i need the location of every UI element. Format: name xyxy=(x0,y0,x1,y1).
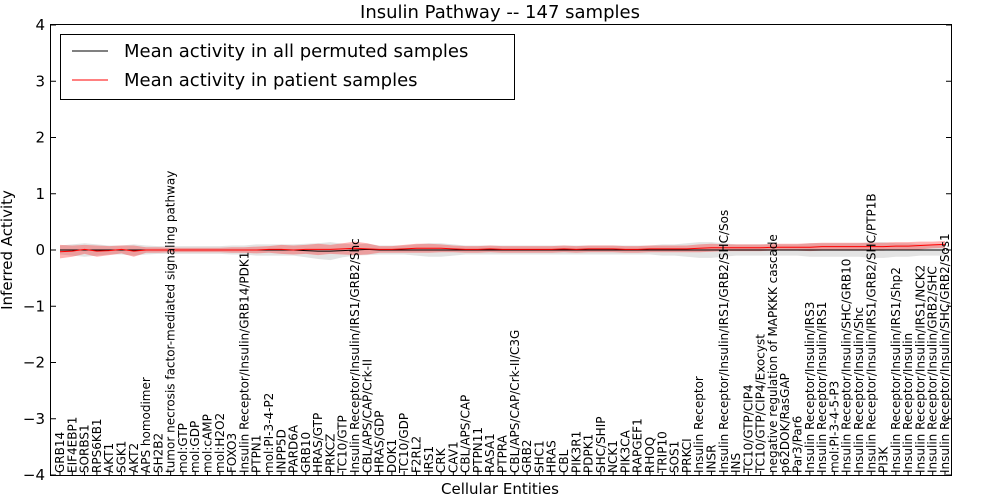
y-axis-label: Inferred Activity xyxy=(0,190,16,310)
series-lines xyxy=(59,243,946,253)
category-label: Insulin Receptor/Insulin/IRS3 xyxy=(803,302,817,473)
category-label: AKT1 xyxy=(102,443,116,473)
y-tick-label: −4 xyxy=(23,466,45,484)
category-label: TC10/GTP/CIP4/Exocyst xyxy=(754,334,768,474)
category-label: PIK3R1 xyxy=(569,431,583,473)
category-label: IRS1 xyxy=(422,446,436,473)
category-label: RPS6KB1 xyxy=(90,418,104,473)
category-label: SHC/SHIP xyxy=(594,417,608,473)
category-label: CAV1 xyxy=(446,441,460,473)
y-tick-label: −1 xyxy=(23,297,45,315)
legend-label-permuted: Mean activity in all permuted samples xyxy=(124,41,468,62)
category-label: Insulin Receptor/Insulin/SHC/GRB2/Sos1 xyxy=(938,233,952,473)
category-label: TC10/GTP xyxy=(336,415,350,474)
category-label: INPP5D xyxy=(274,429,288,473)
category-label: tumor necrosis factor-mediated signaling… xyxy=(164,171,178,473)
category-label: SH2B2 xyxy=(151,433,165,473)
category-label: SOS1 xyxy=(668,441,682,473)
category-label: mol:GTP xyxy=(176,423,190,473)
category-label: mol:GDP xyxy=(188,421,202,473)
category-label: negative regulation of MAPKKK cascade xyxy=(766,234,780,473)
category-label: CBL xyxy=(557,449,571,473)
category-label: SHC1 xyxy=(532,440,546,473)
category-label: APS homodimer xyxy=(139,377,153,473)
y-axis: 4 3 2 1 0 −1 −2 −3 −4 xyxy=(23,16,951,484)
category-label: TRIP10 xyxy=(655,431,669,474)
category-label: GRB2 xyxy=(520,439,534,473)
category-label: Insulin Receptor/Insulin/IRS1/Shp2 xyxy=(889,267,903,473)
category-label: TC10/GDP xyxy=(397,413,411,474)
category-label: PARD6A xyxy=(287,424,301,473)
category-label: PIK3CA xyxy=(618,429,632,473)
category-label: PTPRA xyxy=(496,434,510,473)
category-label: PTPN11 xyxy=(471,427,485,473)
y-tick-label: 1 xyxy=(35,185,45,203)
category-label: NCK1 xyxy=(606,440,620,473)
category-label: GRB10 xyxy=(299,432,313,473)
category-label: PTPN1 xyxy=(250,435,264,473)
category-label: PRKCI xyxy=(680,438,694,473)
y-tick-label: 3 xyxy=(35,72,45,90)
category-label: F2RL2 xyxy=(410,436,424,473)
category-label: mol:H2O2 xyxy=(213,413,227,473)
chart-title: Insulin Pathway -- 147 samples xyxy=(360,2,640,23)
y-tick-label: −2 xyxy=(23,354,45,372)
category-label: EIF4EBP1 xyxy=(65,417,79,473)
category-label: Insulin Receptor/Insulin/SHC/GRB10 xyxy=(840,259,854,473)
category-label: Insulin Receptor/Insulin/GRB2/SHC xyxy=(926,266,940,473)
category-label: Insulin Receptor/Insulin/Shc xyxy=(852,307,866,473)
category-label: PI3K xyxy=(877,446,891,473)
plot-frame xyxy=(50,24,952,476)
category-label: CRK xyxy=(434,447,448,473)
category-label: Insulin Receptor xyxy=(692,376,706,473)
category-label: Insulin Receptor/Insulin xyxy=(901,333,915,473)
category-label: Par3/Par6 xyxy=(791,416,805,473)
category-label: Insulin Receptor/Insulin/IRS1/GRB2/SHC/P… xyxy=(864,193,878,473)
category-labels: GRB14EIF4EBP1SORBS1RPS6KB1AKT1SGK1AKT2AP… xyxy=(53,171,952,475)
category-label: INS xyxy=(729,453,743,473)
category-label: CBL/APS/CAP xyxy=(459,395,473,473)
category-label: GRB14 xyxy=(53,432,67,473)
y-tick-label: 4 xyxy=(35,16,45,34)
category-label: mol:PI-3-4-5-P3 xyxy=(827,381,841,473)
legend: Mean activity in all permuted samples Me… xyxy=(60,34,515,100)
x-axis-label: Cellular Entities xyxy=(441,480,559,498)
category-label: SORBS1 xyxy=(78,424,92,473)
legend-label-patient: Mean activity in patient samples xyxy=(124,70,418,91)
category-label: DOK1 xyxy=(385,439,399,473)
category-label: RHOQ xyxy=(643,437,657,473)
category-label: HRAS/GTP xyxy=(311,413,325,473)
category-label: PDPK1 xyxy=(582,434,596,473)
category-label: FOXO3 xyxy=(225,433,239,473)
category-label: mol:PI-3-4-P2 xyxy=(262,393,276,473)
category-label: Insulin Receptor/Insulin/IRS1/NCK2 xyxy=(913,265,927,473)
category-label: Insulin Receptor/Insulin/GRB14/PDK1 xyxy=(237,252,251,473)
category-label: Insulin Receptor/Insulin/IRS1/GRB2/Shc xyxy=(348,238,362,473)
category-label: INSR xyxy=(705,445,719,473)
y-tick-label: 0 xyxy=(35,241,45,259)
category-label: Insulin Receptor/Insulin/IRS1 xyxy=(815,302,829,473)
category-label: HRAS/GDP xyxy=(373,410,387,473)
category-label: mol:cAMP xyxy=(201,414,215,473)
category-label: PRKCZ xyxy=(323,434,337,473)
category-label: TC10/GTP/CIP4 xyxy=(741,384,755,474)
category-label: HRAS xyxy=(545,440,559,473)
patient-mean-line xyxy=(59,243,946,253)
category-label: Insulin Receptor/Insulin/IRS1/GRB2/SHC/S… xyxy=(717,210,731,473)
category-label: RAPGEF1 xyxy=(631,418,645,473)
category-label: CBL/APS/CAP/Crk-II xyxy=(360,359,374,473)
category-label: SGK1 xyxy=(115,441,129,473)
category-label: CBL/APS/CAP/Crk-II/C3G xyxy=(508,330,522,473)
category-label: AKT2 xyxy=(127,443,141,473)
category-label: RASA1 xyxy=(483,433,497,473)
permuted-band xyxy=(60,242,945,261)
legend-box xyxy=(60,34,515,100)
y-tick-label: 2 xyxy=(35,129,45,147)
category-label: p62DOK/RasGAP xyxy=(778,373,792,473)
y-tick-label: −3 xyxy=(23,410,45,428)
